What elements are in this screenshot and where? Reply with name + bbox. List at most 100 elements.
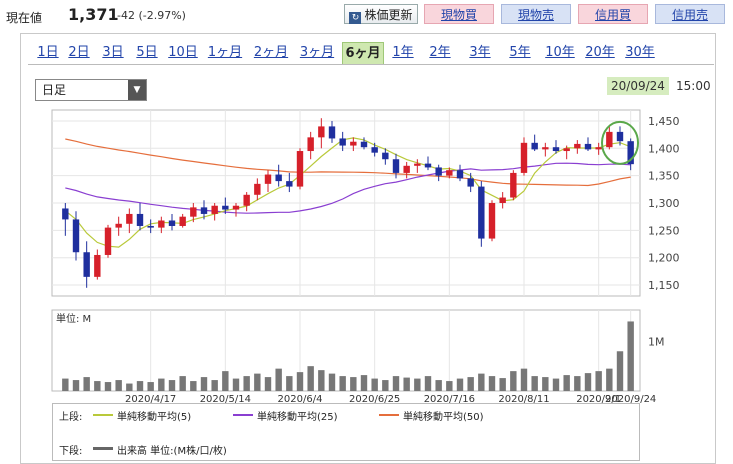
volume-bar [190, 381, 197, 391]
candle-body [414, 163, 421, 166]
candle-body [510, 172, 517, 198]
volume-bar [232, 378, 240, 391]
spot-sell-button[interactable]: 現物売 [501, 4, 571, 24]
x-tick-label: 2020/6/4 [278, 394, 323, 405]
current-price-label: 現在値 [6, 11, 43, 25]
period-tab-15[interactable]: 30年 [625, 45, 655, 60]
top-bar: 現在値 1,371 -42 (-2.97%) ↻ 株価更新 現物買 現物売 信用買… [0, 0, 733, 30]
volume-bar [360, 375, 368, 391]
period-tab-0[interactable]: 1日 [37, 45, 59, 60]
volume-bar [158, 378, 165, 391]
candle-body [403, 165, 410, 173]
volume-bar [136, 381, 144, 391]
candle-body [499, 197, 506, 203]
volume-bar [424, 376, 432, 391]
candle-body [275, 174, 282, 182]
volume-bar [403, 377, 410, 391]
legend-ma5-swatch [93, 414, 113, 416]
candle-body [552, 147, 560, 152]
legend-ma50: 単純移動平均(50) [403, 412, 484, 423]
candle-body [424, 163, 432, 168]
period-tab-13[interactable]: 10年 [545, 45, 575, 60]
period-tab-5[interactable]: 1ヶ月 [207, 45, 243, 60]
volume-bar [83, 377, 90, 391]
candle-body [542, 147, 549, 150]
volume-bar [531, 376, 538, 391]
volume-bar [94, 381, 101, 391]
candle-body [179, 216, 186, 226]
period-tab-4[interactable]: 10日 [168, 45, 198, 60]
legend-volume-swatch [93, 447, 113, 450]
volume-bar [275, 368, 282, 391]
volume-bar [104, 382, 112, 391]
chart-time: 15:00 [676, 79, 711, 93]
period-tab-14[interactable]: 20年 [585, 45, 615, 60]
period-tab-8[interactable]: 6ヶ月 [342, 42, 384, 64]
refresh-price-button[interactable]: ↻ 株価更新 [344, 4, 418, 24]
candle-body [211, 205, 218, 214]
volume-bar [563, 375, 570, 391]
x-tick-label: 2020/8/11 [498, 394, 549, 405]
period-tab-12[interactable]: 5年 [509, 45, 531, 60]
candle-body [328, 126, 336, 139]
x-tick-label: 2020/6/25 [349, 394, 400, 405]
price-tick-label: 1,450 [648, 115, 680, 128]
candle-body [339, 138, 346, 146]
period-tab-1[interactable]: 2日 [68, 45, 90, 60]
candle-body [126, 213, 133, 224]
volume-bar [72, 380, 80, 391]
volume-bar [179, 376, 186, 391]
legend-volume: 出来高 単位:(M株/口/枚) [117, 446, 227, 457]
candle-body [158, 220, 165, 228]
margin-buy-button[interactable]: 信用買 [578, 4, 648, 24]
volume-bar [574, 376, 581, 391]
candle-body [83, 252, 90, 277]
spot-buy-button[interactable]: 現物買 [424, 4, 494, 24]
volume-bar [616, 351, 624, 391]
volume-unit-label: 単位: M [56, 312, 91, 325]
candle-body [104, 227, 112, 255]
period-tab-10[interactable]: 2年 [429, 45, 451, 60]
candle-body [382, 152, 389, 160]
period-tab-6[interactable]: 2ヶ月 [253, 45, 289, 60]
period-tab-9[interactable]: 1年 [392, 45, 414, 60]
volume-bar [371, 378, 378, 391]
margin-sell-button[interactable]: 信用売 [655, 4, 725, 24]
candle-body [286, 181, 293, 187]
volume-bar [254, 373, 261, 391]
candle-body [254, 183, 261, 195]
chart-date: 20/09/24 [607, 77, 669, 95]
x-tick-label: 2020/7/16 [424, 394, 475, 405]
volume-bar [510, 371, 517, 391]
candle-body [563, 148, 570, 152]
candle-body [136, 213, 144, 226]
period-tab-7[interactable]: 3ヶ月 [299, 45, 335, 60]
candle-body [435, 167, 442, 176]
candle-body [371, 147, 378, 153]
interval-select[interactable]: 日足 ▼ [35, 79, 147, 101]
candle-body [72, 219, 80, 253]
volume-bar [520, 368, 528, 391]
volume-bar [584, 373, 592, 391]
candle-body [392, 159, 400, 173]
volume-bar [264, 377, 272, 391]
candle-body [222, 205, 229, 210]
period-tab-11[interactable]: 3年 [469, 45, 491, 60]
volume-tick-label: 1M [648, 335, 665, 348]
period-tab-2[interactable]: 3日 [102, 45, 124, 60]
candle-body [616, 131, 624, 142]
volume-bar [222, 371, 229, 391]
candle-body [520, 142, 528, 173]
volume-bar [595, 371, 602, 391]
candle-body [232, 205, 240, 210]
volume-bar [328, 373, 336, 391]
candle-body [627, 141, 634, 165]
candle-body [531, 142, 538, 150]
price-tick-label: 1,400 [648, 142, 680, 155]
legend-ma25: 単純移動平均(25) [257, 412, 338, 423]
candle-body [147, 225, 154, 228]
period-divider [28, 64, 714, 65]
volume-bar [392, 376, 400, 391]
period-tab-3[interactable]: 5日 [136, 45, 158, 60]
